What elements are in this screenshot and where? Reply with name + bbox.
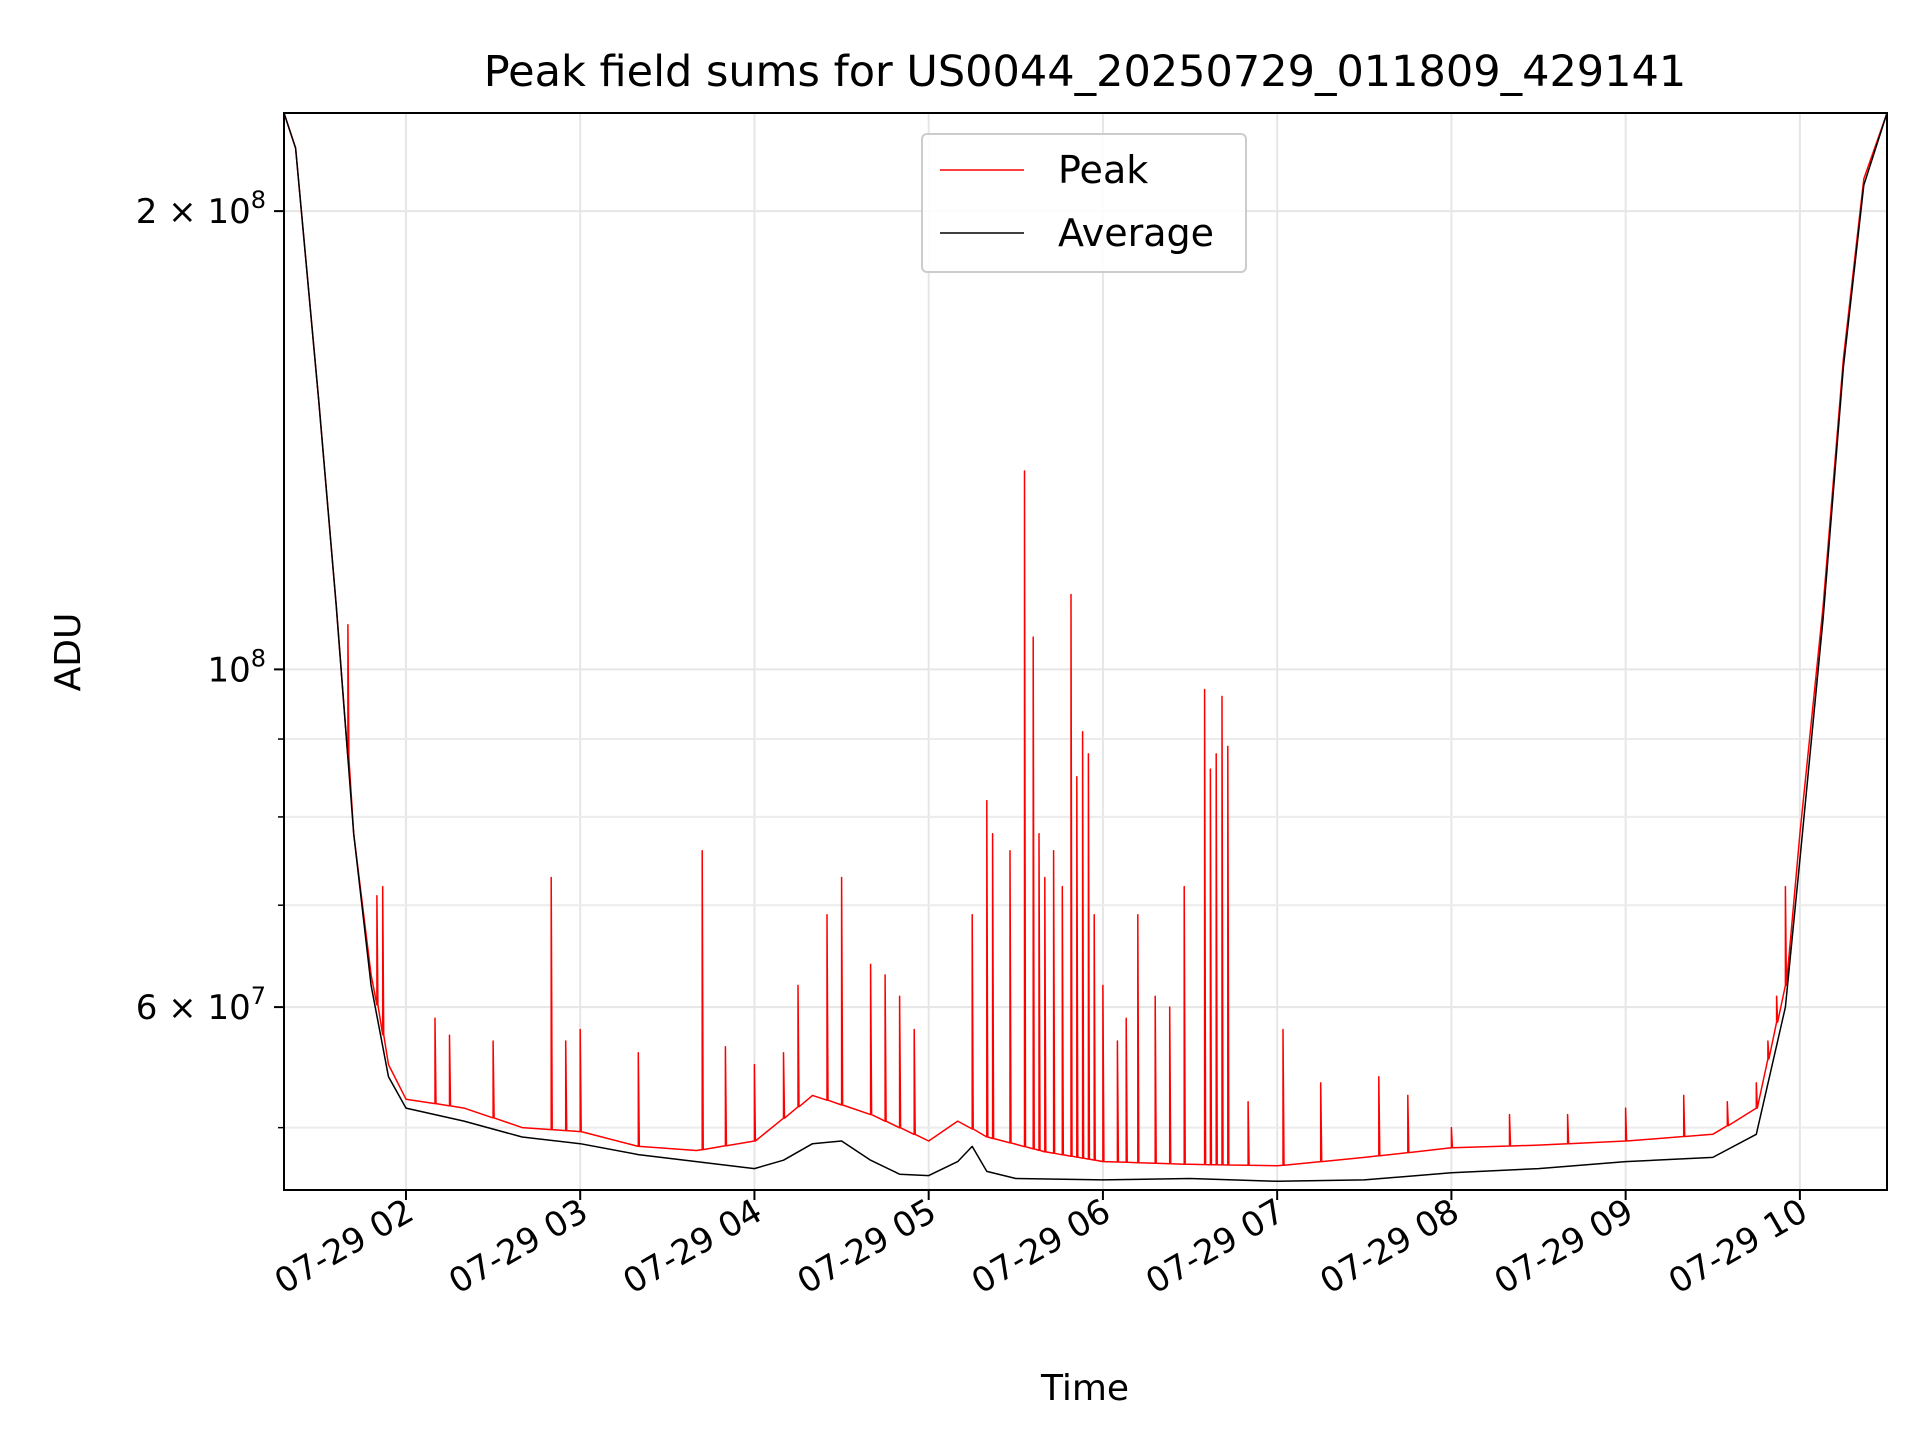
y-tick-label: 2 × 108 — [136, 186, 266, 232]
legend-label-average: Average — [1058, 211, 1214, 255]
legend-label-peak: Peak — [1058, 148, 1148, 192]
plot-frame — [283, 112, 1888, 1191]
series-line-peak — [284, 113, 1887, 1167]
series-layer — [284, 113, 1887, 1183]
legend-box — [921, 133, 1247, 273]
legend: Peak Average — [921, 133, 1247, 273]
series-line-average — [284, 113, 1887, 1183]
chart-title: Peak field sums for US0044_20250729_0118… — [484, 47, 1687, 97]
x-axis-label: Time — [1040, 1368, 1129, 1409]
y-tick-label: 6 × 107 — [136, 982, 266, 1028]
y-axis-label: ADU — [48, 613, 89, 692]
